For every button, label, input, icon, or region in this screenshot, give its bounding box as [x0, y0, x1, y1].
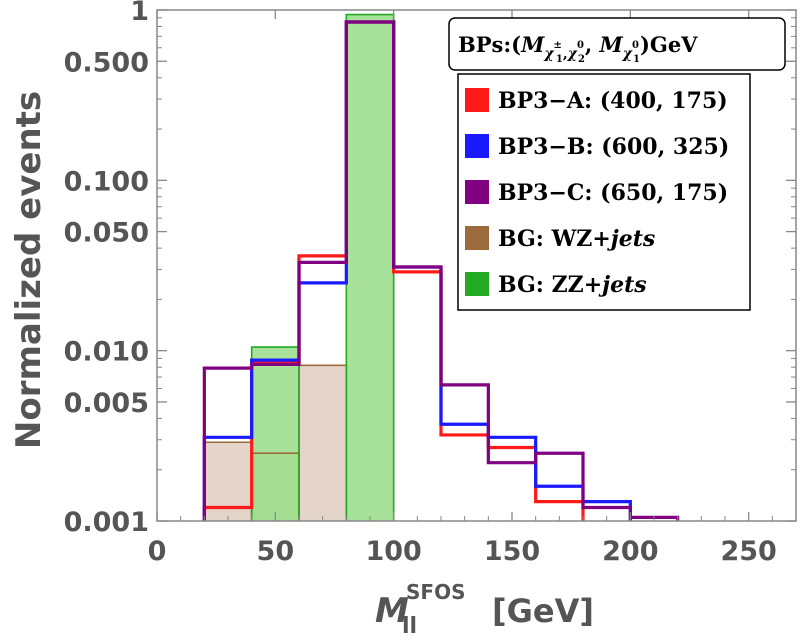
legend-swatch: [465, 180, 489, 204]
series-line-bp3c: [202, 20, 680, 521]
y-axis-label: Normalized events: [9, 91, 49, 449]
legend-swatch: [465, 272, 489, 296]
x-axis-label-subscript: ll: [402, 614, 417, 636]
y-tick-label: 0.010: [64, 337, 149, 368]
legend-label: BG: WZ+jets: [498, 226, 655, 252]
x-axis-label-superscript: SFOS: [406, 580, 465, 604]
legend-swatch: [465, 88, 489, 112]
x-tick-label: 0: [148, 536, 167, 567]
legend-entry-bp3c: BP3−C: (650, 175): [465, 180, 728, 206]
bar-zz-bin-3: [346, 14, 394, 522]
plot-area: [202, 13, 680, 522]
legend-entry-bp3a: BP3−A: (400, 175): [465, 88, 728, 114]
x-axis-label-symbol: M: [375, 591, 409, 631]
y-tick-label: 0.100: [64, 166, 149, 197]
plot-frame: [156, 9, 797, 522]
x-tick-label: 250: [720, 536, 776, 567]
bar-wz-bin-0: [204, 442, 252, 521]
y-tick-label: 0.500: [64, 47, 149, 78]
legend-swatch: [465, 134, 489, 158]
x-tick-label: 100: [365, 536, 421, 567]
x-tick-label: 50: [257, 536, 295, 567]
legend-label: BP3−C: (650, 175): [498, 180, 728, 206]
legend-swatch: [465, 226, 489, 250]
x-axis-label: M ll SFOS [GeV]: [375, 580, 594, 636]
x-axis-label-unit: [GeV]: [492, 592, 594, 630]
legend-entry-zz: BG: ZZ+jets: [465, 272, 647, 298]
axes: 0 50 100 150 200 250 0.001 0.005 0.010 0.050 0.100…: [64, 0, 796, 567]
legend-label: BP3−A: (400, 175): [498, 88, 728, 114]
legend-title: BPs:(Mχ± 1,χ0 2, Mχ0 1)GeV: [458, 32, 698, 65]
legend-title-box: BPs:(Mχ± 1,χ0 2, Mχ0 1)GeV: [448, 17, 786, 71]
legend-entry-wz: BG: WZ+jets: [465, 226, 655, 252]
legend-label: BG: ZZ+jets: [498, 272, 647, 298]
bar-wz-bin-2: [299, 365, 347, 521]
legend-entry-bp3b: BP3−B: (600, 325): [465, 134, 729, 160]
legend-label: BP3−B: (600, 325): [498, 134, 729, 160]
y-tick-label: 0.050: [64, 218, 149, 249]
x-tick-label: 150: [484, 536, 540, 567]
y-tick-label: 0.001: [64, 507, 149, 538]
x-tick-label: 200: [602, 536, 658, 567]
legend: BP3−A: (400, 175) BP3−B: (600, 325) BP3−C:…: [457, 73, 751, 311]
y-tick-label: 1: [130, 0, 149, 27]
y-tick-label: 0.005: [64, 388, 149, 419]
bar-zz-bin-1: [251, 347, 299, 521]
